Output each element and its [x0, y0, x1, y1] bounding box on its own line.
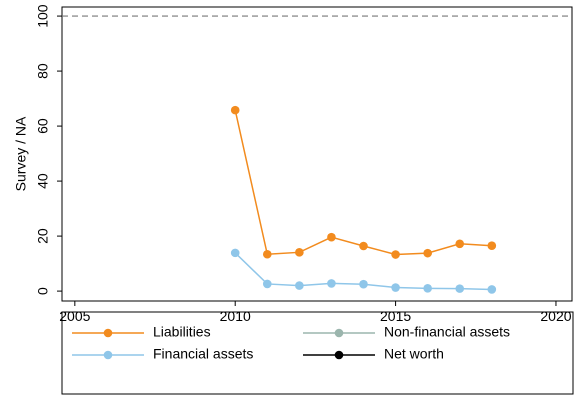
legend-label: Financial assets	[153, 346, 253, 362]
series-marker	[262, 279, 272, 289]
series-line	[234, 109, 492, 256]
series-marker	[327, 279, 336, 288]
x-tick-label: 2010	[220, 308, 251, 324]
x-tick-label: 2005	[59, 308, 90, 324]
series-marker	[423, 248, 432, 258]
series-marker	[295, 248, 304, 257]
series-marker	[230, 105, 240, 115]
legend-marker	[334, 328, 344, 338]
series-marker	[262, 249, 272, 259]
series-marker	[230, 248, 240, 258]
series-marker	[423, 284, 432, 293]
series-marker	[359, 279, 368, 289]
y-axis-label: Survey / NA	[13, 116, 29, 191]
series-marker	[359, 241, 368, 251]
legend-box	[61, 311, 574, 395]
series-marker	[391, 250, 400, 259]
x-tick-label: 2020	[540, 308, 571, 324]
plot-frame	[61, 6, 573, 302]
y-tick-label: 40	[35, 173, 51, 189]
y-tick-label: 60	[35, 118, 51, 134]
legend-label: Net worth	[384, 346, 444, 362]
y-tick-label: 20	[35, 228, 51, 244]
series-marker	[487, 241, 497, 251]
y-tick-label: 0	[35, 287, 51, 295]
series-marker	[455, 239, 465, 249]
series-marker	[487, 285, 497, 294]
legend-label: Non-financial assets	[384, 324, 510, 340]
x-tick-label: 2015	[380, 308, 411, 324]
series-marker	[295, 281, 304, 290]
series-marker	[455, 284, 465, 293]
y-tick-label: 80	[35, 63, 51, 79]
series-marker	[391, 283, 400, 292]
legend-marker	[103, 328, 113, 338]
legend-marker	[334, 350, 344, 360]
y-tick-label: 100	[35, 4, 51, 28]
series-marker	[327, 232, 336, 242]
legend-marker	[103, 350, 113, 360]
legend-label: Liabilities	[153, 324, 211, 340]
